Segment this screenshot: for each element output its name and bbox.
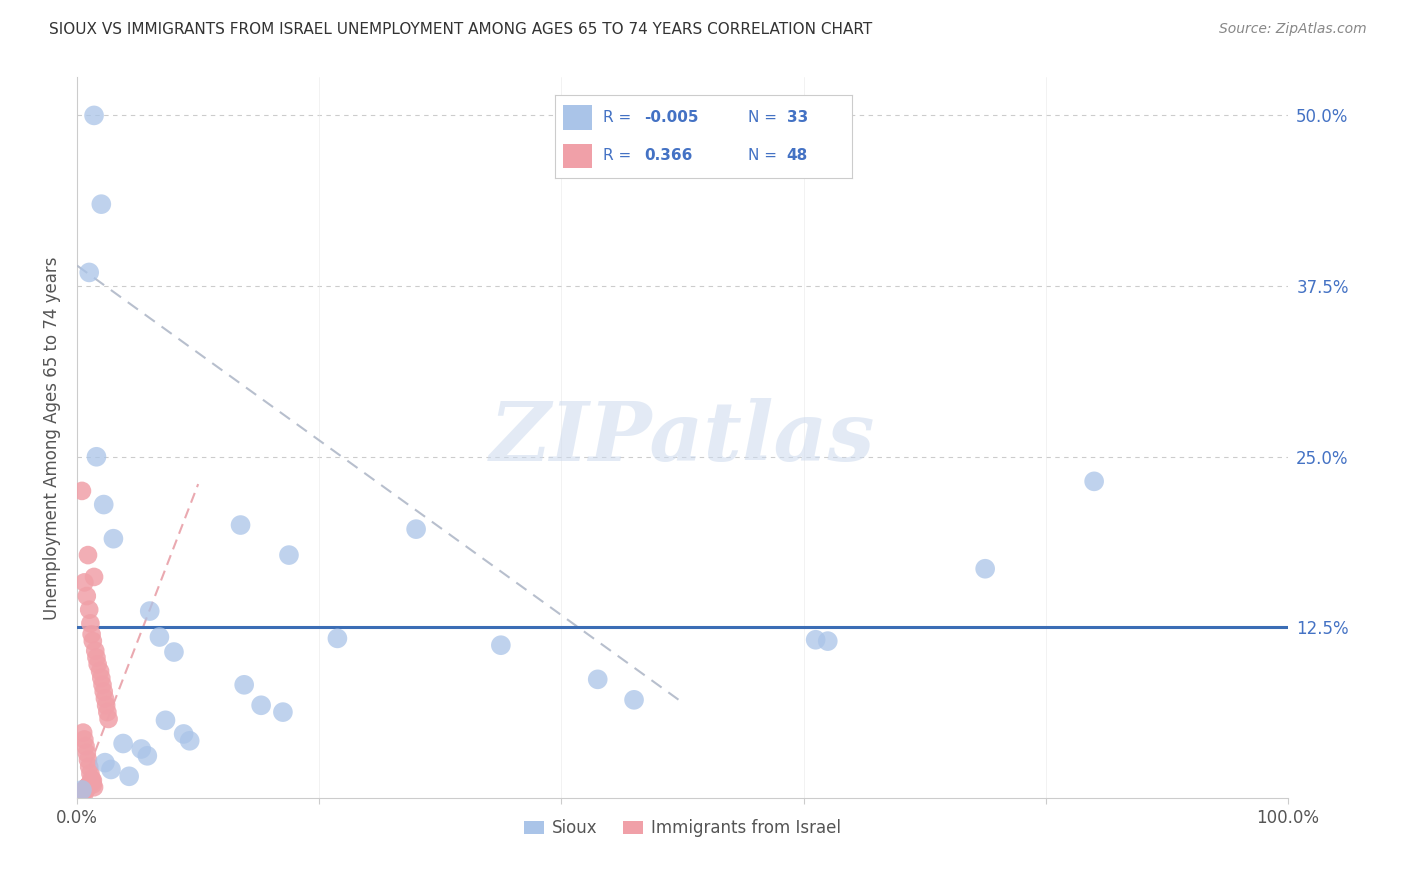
Point bbox=[94, 756, 117, 770]
Point bbox=[70, 483, 93, 498]
Point bbox=[73, 783, 96, 797]
Point bbox=[405, 522, 427, 536]
Point bbox=[326, 632, 349, 646]
Point bbox=[129, 742, 152, 756]
Point bbox=[817, 634, 839, 648]
Point bbox=[86, 450, 108, 464]
Point bbox=[163, 645, 186, 659]
Point bbox=[70, 786, 93, 800]
Legend: Sioux, Immigrants from Israel: Sioux, Immigrants from Israel bbox=[517, 813, 848, 844]
Text: Source: ZipAtlas.com: Source: ZipAtlas.com bbox=[1219, 22, 1367, 37]
Point bbox=[77, 777, 100, 791]
Point bbox=[72, 725, 94, 739]
Point bbox=[80, 774, 103, 789]
Text: SIOUX VS IMMIGRANTS FROM ISRAEL UNEMPLOYMENT AMONG AGES 65 TO 74 YEARS CORRELATI: SIOUX VS IMMIGRANTS FROM ISRAEL UNEMPLOY… bbox=[49, 22, 873, 37]
Point bbox=[72, 784, 94, 798]
Text: ZIPatlas: ZIPatlas bbox=[489, 398, 875, 478]
Point bbox=[586, 673, 609, 687]
Point bbox=[93, 498, 115, 512]
Point bbox=[77, 779, 100, 793]
Point bbox=[72, 786, 94, 800]
Point bbox=[70, 784, 93, 798]
Point bbox=[1083, 475, 1105, 489]
Point bbox=[69, 789, 91, 803]
Point bbox=[76, 746, 98, 760]
Point bbox=[76, 781, 98, 796]
Point bbox=[112, 737, 135, 751]
Point bbox=[96, 705, 118, 719]
Point bbox=[73, 575, 96, 590]
Point bbox=[271, 705, 294, 719]
Point bbox=[83, 570, 105, 584]
Point bbox=[91, 678, 114, 692]
Point bbox=[70, 783, 93, 797]
Point bbox=[73, 732, 96, 747]
Point bbox=[804, 632, 827, 647]
Point bbox=[89, 664, 111, 678]
Point bbox=[179, 733, 201, 747]
Point bbox=[173, 727, 195, 741]
Point bbox=[76, 780, 98, 795]
Point bbox=[250, 698, 273, 713]
Point bbox=[86, 650, 108, 665]
Point bbox=[233, 678, 256, 692]
Point bbox=[79, 766, 101, 780]
Point bbox=[77, 760, 100, 774]
Point bbox=[77, 603, 100, 617]
Point bbox=[623, 693, 645, 707]
Point bbox=[77, 779, 100, 793]
Point bbox=[73, 787, 96, 801]
Point bbox=[80, 772, 103, 786]
Point bbox=[229, 518, 252, 533]
Point bbox=[94, 691, 117, 706]
Point bbox=[77, 548, 100, 562]
Point bbox=[86, 657, 108, 672]
Point bbox=[80, 627, 103, 641]
Point bbox=[90, 197, 112, 211]
Point bbox=[83, 780, 105, 795]
Point bbox=[76, 589, 98, 603]
Point bbox=[77, 265, 100, 279]
Point bbox=[79, 616, 101, 631]
Point bbox=[100, 763, 122, 777]
Point bbox=[82, 773, 104, 788]
Point bbox=[93, 684, 115, 698]
Y-axis label: Unemployment Among Ages 65 to 74 years: Unemployment Among Ages 65 to 74 years bbox=[44, 256, 60, 620]
Point bbox=[83, 108, 105, 122]
Point bbox=[84, 643, 107, 657]
Point bbox=[75, 783, 97, 797]
Point bbox=[77, 753, 100, 767]
Point bbox=[138, 604, 160, 618]
Point bbox=[489, 638, 512, 652]
Point bbox=[974, 562, 997, 576]
Point bbox=[103, 532, 125, 546]
Point bbox=[118, 769, 141, 783]
Point bbox=[69, 787, 91, 801]
Point bbox=[94, 698, 117, 713]
Point bbox=[155, 714, 177, 728]
Point bbox=[90, 671, 112, 685]
Point bbox=[82, 634, 104, 648]
Point bbox=[75, 781, 97, 796]
Point bbox=[75, 739, 97, 754]
Point bbox=[82, 777, 104, 791]
Point bbox=[278, 548, 301, 562]
Point bbox=[79, 776, 101, 790]
Point bbox=[97, 712, 120, 726]
Point bbox=[148, 630, 170, 644]
Point bbox=[136, 748, 159, 763]
